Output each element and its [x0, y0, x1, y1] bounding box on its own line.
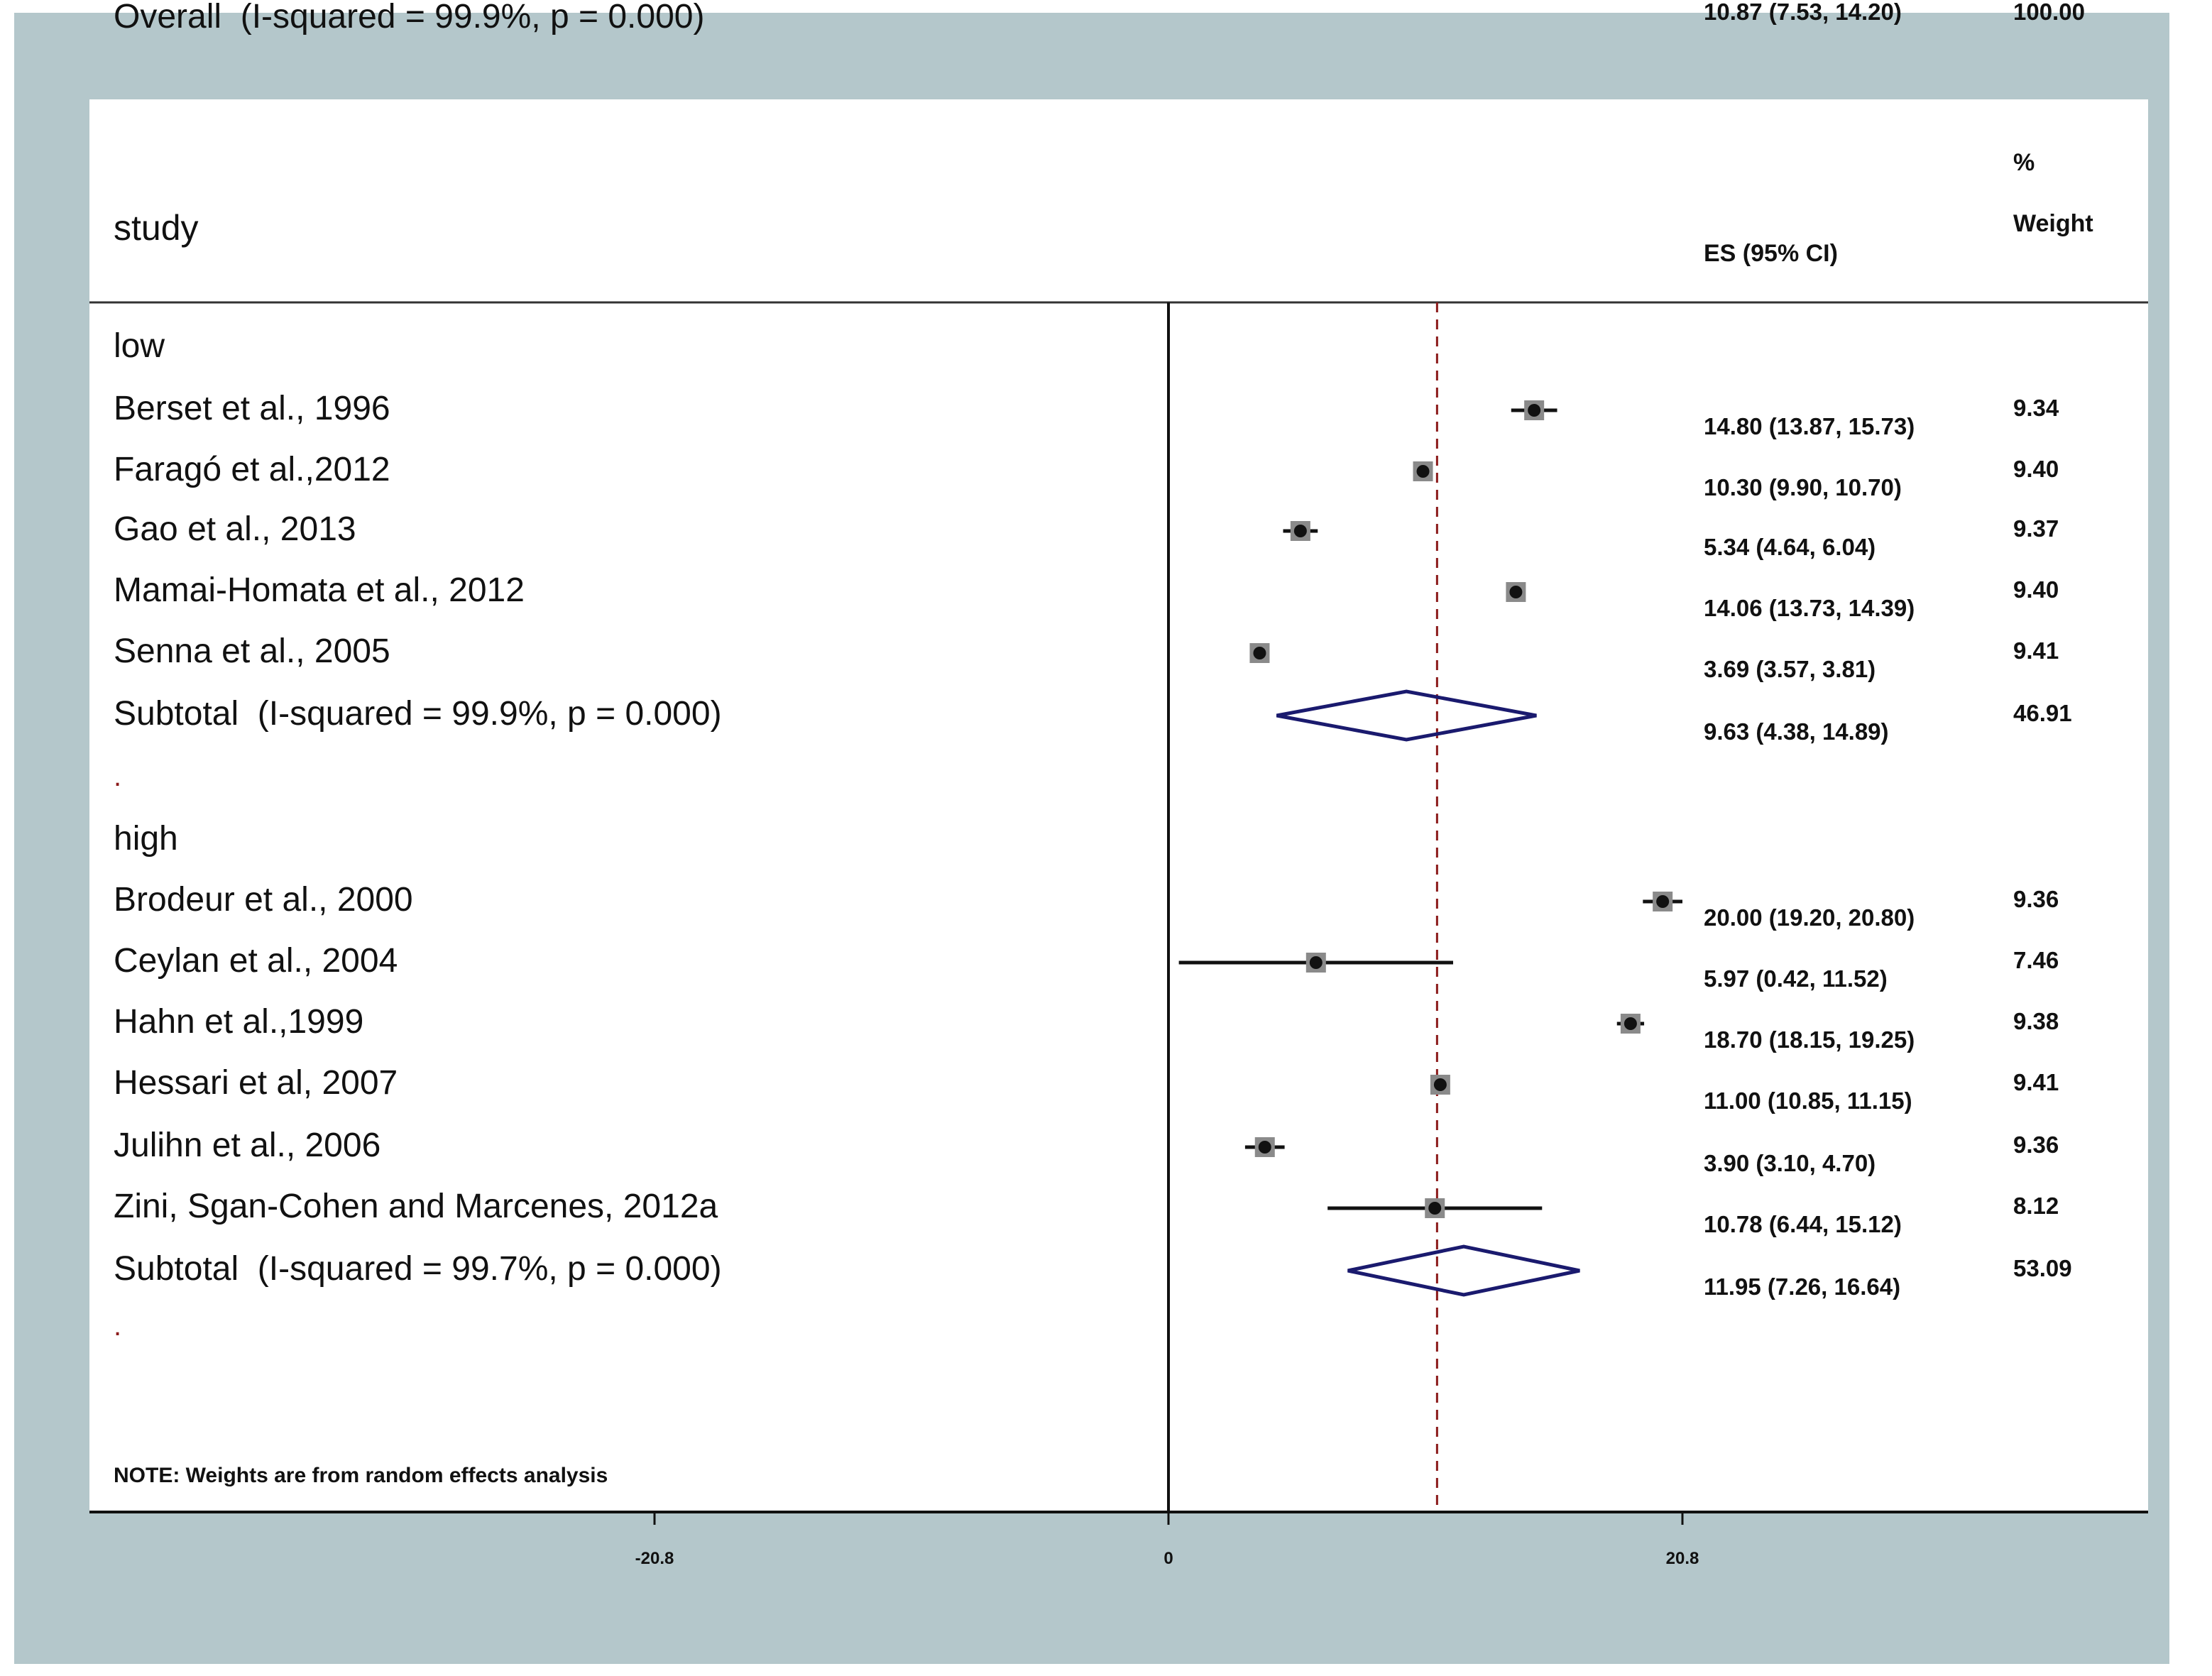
effect-size-ci: 14.80 (13.87, 15.73) — [1704, 413, 1915, 439]
weight-value: 9.36 — [2013, 886, 2059, 912]
study-label: Gao et al., 2013 — [114, 510, 356, 548]
effect-size-ci: 11.00 (10.85, 11.15) — [1704, 1088, 1912, 1114]
effect-size-ci: 14.06 (13.73, 14.39) — [1704, 595, 1915, 621]
study-label: Julihn et al., 2006 — [114, 1127, 381, 1164]
x-tick-label: 0 — [1164, 1549, 1173, 1568]
point-estimate — [1253, 647, 1266, 659]
group-separator: . — [114, 1310, 122, 1342]
effect-size-ci: 10.78 (6.44, 15.12) — [1704, 1211, 1902, 1237]
point-estimate — [1309, 956, 1323, 969]
point-estimate — [1416, 465, 1430, 478]
group-separator: . — [114, 761, 122, 792]
point-estimate — [1293, 525, 1307, 537]
point-estimate — [1624, 1017, 1637, 1030]
weight-value: 8.12 — [2013, 1193, 2059, 1219]
point-estimate — [1509, 586, 1523, 598]
x-tick-label: -20.8 — [635, 1549, 674, 1568]
point-estimate — [1433, 1078, 1447, 1091]
effect-size-ci: 10.87 (7.53, 14.20) — [1704, 0, 1902, 25]
group-label: low — [114, 327, 165, 365]
effect-size-ci: 3.90 (3.10, 4.70) — [1704, 1150, 1876, 1176]
weight-value: 9.37 — [2013, 515, 2059, 542]
study-label: Zini, Sgan-Cohen and Marcenes, 2012a — [114, 1188, 718, 1225]
effect-size-ci: 3.69 (3.57, 3.81) — [1704, 656, 1876, 682]
subtotal-diamond — [1276, 689, 1537, 742]
x-tick-label: 20.8 — [1665, 1549, 1699, 1568]
weight-header-percent: % — [2013, 149, 2035, 176]
study-label: Mamai-Homata et al., 2012 — [114, 571, 525, 609]
weight-value: 9.38 — [2013, 1008, 2059, 1034]
effect-size-ci: 5.34 (4.64, 6.04) — [1704, 534, 1876, 560]
study-label: Berset et al., 1996 — [114, 390, 390, 427]
subtotal-diamond — [1347, 1244, 1580, 1297]
weight-value: 100.00 — [2013, 0, 2085, 25]
weight-value: 9.34 — [2013, 395, 2059, 421]
subtotal-label: Subtotal (I-squared = 99.9%, p = 0.000) — [114, 695, 722, 733]
study-column-header: study — [114, 208, 199, 248]
weight-value: 9.41 — [2013, 1069, 2059, 1095]
overall-label: Overall (I-squared = 99.9%, p = 0.000) — [114, 0, 705, 35]
es-column-header: ES (95% CI) — [1704, 240, 1838, 267]
study-label: Brodeur et al., 2000 — [114, 881, 413, 919]
weight-header-label: Weight — [2013, 210, 2093, 237]
plot-panel — [89, 99, 2148, 1512]
weight-value: 9.36 — [2013, 1132, 2059, 1158]
point-estimate — [1528, 404, 1541, 417]
effect-size-ci: 10.30 (9.90, 10.70) — [1704, 474, 1902, 500]
point-estimate — [1428, 1202, 1442, 1215]
effect-size-ci: 11.95 (7.26, 16.64) — [1704, 1274, 1901, 1300]
weight-value: 9.41 — [2013, 637, 2059, 664]
point-estimate — [1656, 895, 1670, 908]
study-label: Faragó et al.,2012 — [114, 451, 390, 488]
weight-value: 46.91 — [2013, 700, 2072, 726]
weight-value: 7.46 — [2013, 947, 2059, 973]
study-label: Ceylan et al., 2004 — [114, 942, 398, 980]
effect-size-ci: 9.63 (4.38, 14.89) — [1704, 718, 1889, 745]
subtotal-label: Subtotal (I-squared = 99.7%, p = 0.000) — [114, 1250, 722, 1288]
effect-size-ci: 5.97 (0.42, 11.52) — [1704, 965, 1888, 992]
study-label: Hahn et al.,1999 — [114, 1003, 364, 1041]
effect-size-ci: 18.70 (18.15, 19.25) — [1704, 1026, 1915, 1053]
weight-value: 9.40 — [2013, 576, 2059, 603]
weight-value: 9.40 — [2013, 456, 2059, 482]
weight-value: 53.09 — [2013, 1255, 2072, 1281]
point-estimate — [1258, 1141, 1271, 1154]
study-label: Hessari et al, 2007 — [114, 1064, 398, 1102]
effect-size-ci: 20.00 (19.20, 20.80) — [1704, 904, 1915, 931]
study-label: Senna et al., 2005 — [114, 632, 390, 670]
group-label: high — [114, 820, 178, 858]
footnote: NOTE: Weights are from random effects an… — [114, 1464, 608, 1487]
